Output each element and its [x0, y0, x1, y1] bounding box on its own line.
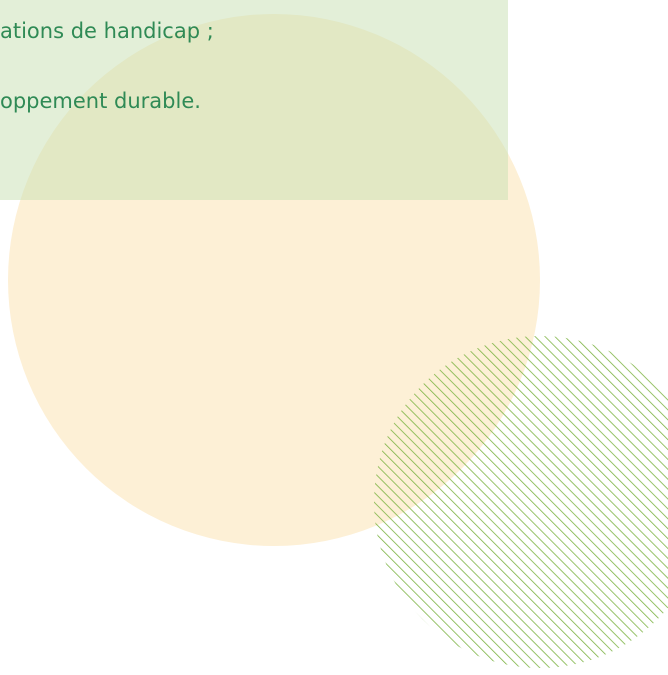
text-line: ations de handicap ;	[0, 19, 214, 43]
green-panel	[0, 0, 508, 200]
text-line: oppement durable.	[0, 89, 201, 113]
hatched-circle	[374, 336, 668, 668]
